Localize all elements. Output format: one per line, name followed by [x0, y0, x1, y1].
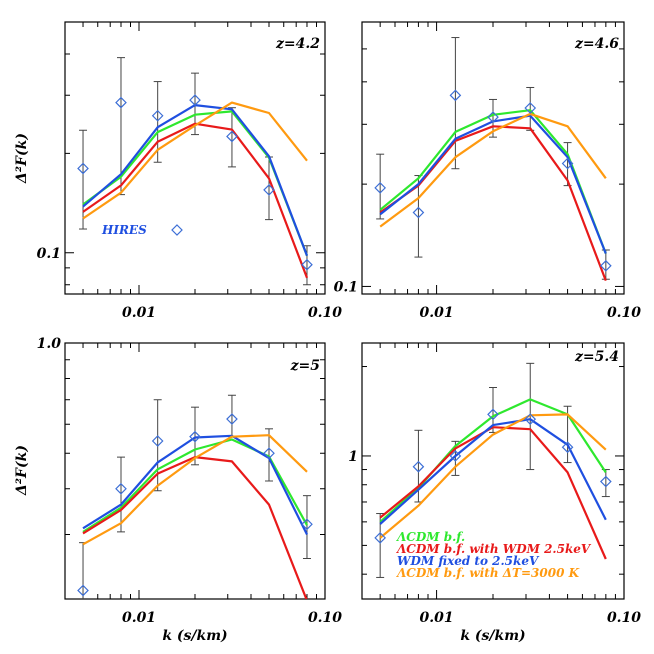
data-point: [374, 182, 387, 194]
x-tick-label: 0.10: [607, 610, 641, 626]
legend-entry: ΛCDM b.f. with ΔT=3000 K: [396, 566, 580, 580]
legend-entry: ΛCDM b.f. with WDM 2.5keV: [396, 542, 592, 556]
legend-entry: ΛCDM b.f.: [396, 530, 465, 544]
data-point: [449, 89, 462, 102]
data-point: [412, 206, 425, 219]
series-line-dT: [82, 101, 308, 220]
x-tick-label: 0.10: [308, 305, 342, 321]
panel-bottom-left: 0.01 0.10 1.0: [37, 336, 343, 626]
data-point: [151, 109, 164, 122]
series-line-lcdm: [82, 438, 308, 533]
panel-top-left: 0.01 0.10 0.1: [37, 21, 342, 321]
y-tick-label: 1: [348, 449, 358, 465]
plot-frame: [64, 342, 326, 600]
redshift-label: z=5.4: [574, 349, 619, 365]
data-point: [189, 94, 201, 106]
data-point: [226, 413, 238, 425]
series-line-wdm_bf: [379, 426, 607, 560]
data-point: [115, 482, 127, 495]
data-point: [599, 475, 612, 488]
data-point: [301, 518, 313, 531]
series-line-wdm_bf: [82, 456, 308, 599]
data-point: [263, 184, 275, 196]
data-point: [151, 435, 164, 447]
legend-entry: WDM fixed to 2.5keV: [397, 554, 540, 568]
data-point: [374, 532, 387, 544]
x-axis-label: k (s/km): [162, 628, 227, 644]
plot-area: [374, 362, 612, 578]
hires-legend-text: HIRES: [101, 223, 147, 237]
data-point: [301, 258, 313, 271]
series-line-lcdm: [379, 109, 607, 254]
data-point: [524, 102, 537, 114]
data-point: [77, 162, 89, 175]
y-tick-label: 0.1: [334, 279, 358, 295]
y-axis-label: Δ²F(k): [14, 133, 30, 184]
data-point: [561, 157, 574, 170]
data-point: [115, 96, 127, 109]
data-point: [561, 441, 574, 454]
panel-bottom-right: 0.01 0.10 1: [348, 342, 641, 626]
data-point: [449, 450, 462, 462]
panel-top-right: 0.01 0.10 0.1: [334, 21, 641, 321]
series-line-dT: [379, 413, 607, 539]
series-line-wdm_fixed: [379, 418, 607, 525]
redshift-label: z=5: [290, 358, 320, 374]
series-line-dT: [379, 112, 607, 228]
plot-area: [374, 37, 612, 281]
plot-area: [77, 57, 313, 286]
plot-area: [77, 394, 313, 599]
series-line-wdm_bf: [82, 122, 309, 279]
x-tick-label: 0.01: [122, 305, 156, 321]
data-point: [263, 447, 275, 460]
redshift-label: z=4.2: [275, 36, 320, 52]
x-tick-label: 0.10: [308, 610, 342, 626]
data-point: [77, 584, 89, 597]
data-point: [189, 430, 201, 443]
series-line-dT: [82, 434, 308, 546]
y-tick-label: 1.0: [37, 336, 62, 352]
data-point: [599, 259, 612, 272]
y-tick-label: 0.1: [37, 246, 61, 262]
x-axis-label: k (s/km): [460, 628, 525, 644]
plot-frame: [64, 21, 326, 295]
x-tick-label: 0.01: [420, 610, 454, 626]
redshift-label: z=4.6: [574, 36, 619, 52]
plot-frame: [361, 21, 625, 295]
hires-legend-marker: [171, 224, 183, 236]
data-point: [226, 130, 238, 143]
data-point: [524, 413, 537, 426]
data-point: [412, 460, 425, 473]
x-tick-label: 0.10: [607, 305, 641, 321]
series-line-wdm_bf: [379, 125, 607, 281]
data-point: [487, 111, 499, 123]
x-tick-label: 0.01: [122, 610, 156, 626]
x-tick-label: 0.01: [420, 305, 454, 321]
y-axis-label: Δ²F(k): [14, 445, 30, 496]
data-point: [487, 408, 499, 421]
